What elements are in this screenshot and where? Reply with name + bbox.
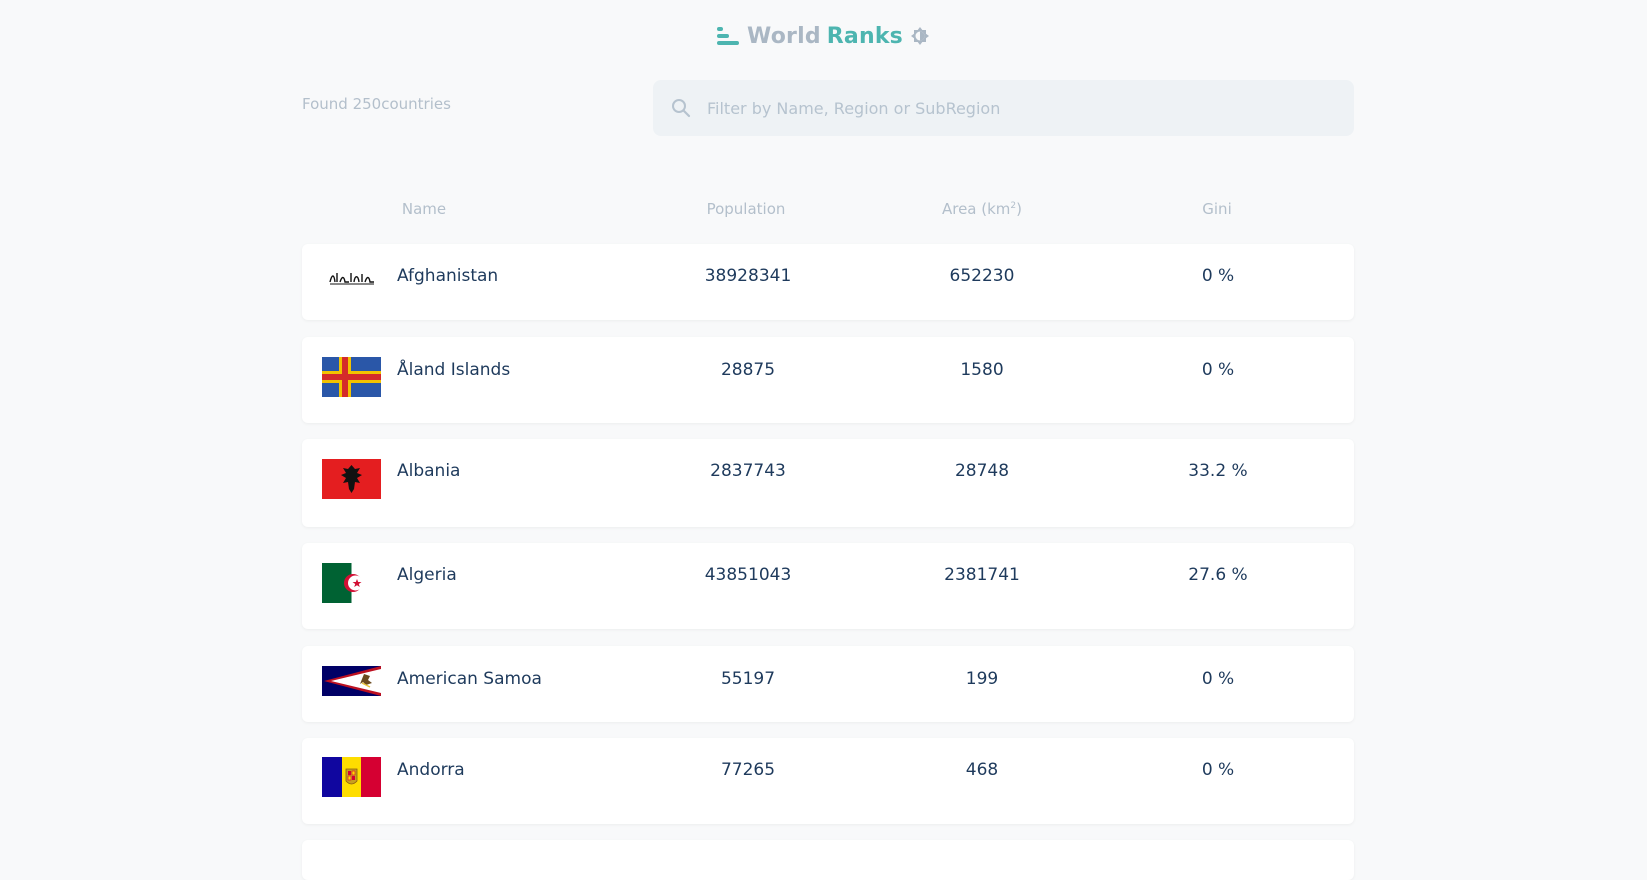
population-value: 28875 (720, 360, 776, 380)
column-header-gini[interactable]: Gini (1202, 200, 1232, 218)
bars-logo-icon (717, 27, 740, 45)
country-name: American Samoa (397, 669, 542, 689)
app-title-world: World (747, 23, 821, 49)
gini-value: 0 % (1201, 669, 1235, 689)
country-name: Albania (397, 461, 461, 481)
population-value: 2837743 (710, 461, 786, 481)
column-header-area-close: ) (1016, 200, 1023, 218)
search-box[interactable] (653, 80, 1354, 136)
table-row[interactable]: Andorra 77265 468 0 % (302, 738, 1354, 824)
table-row[interactable]: Afghanistan 38928341 652230 0 % (302, 244, 1354, 320)
gini-value: 0 % (1201, 266, 1235, 286)
column-header-population[interactable]: Population (706, 200, 786, 218)
flag-andorra-icon (322, 757, 381, 797)
area-value: 2381741 (944, 565, 1020, 585)
results-count: Found 250countries (302, 95, 451, 113)
flag-algeria-icon (322, 563, 381, 603)
gini-value: 0 % (1201, 760, 1235, 780)
table-row[interactable]: Algeria 43851043 2381741 27.6 % (302, 543, 1354, 629)
area-value: 199 (965, 669, 999, 689)
area-value: 652230 (949, 266, 1015, 286)
table-row[interactable] (302, 840, 1354, 880)
table-row[interactable]: Albania 2837743 28748 33.2 % (302, 439, 1354, 527)
gini-value: 0 % (1201, 360, 1235, 380)
column-header-name[interactable]: Name (401, 200, 447, 218)
search-icon (672, 99, 691, 118)
column-header-area-label: Area (km (941, 200, 1011, 218)
flag-aland-islands-icon (322, 357, 381, 397)
column-header-area[interactable]: Area (km2) (942, 200, 1022, 218)
brightness-icon[interactable] (910, 26, 930, 46)
app-title-ranks: Ranks (826, 23, 903, 49)
gini-value: 33.2 % (1188, 461, 1248, 481)
app-header: World Ranks (0, 20, 1647, 52)
country-name: Andorra (397, 760, 465, 780)
country-name: Algeria (397, 565, 457, 585)
flag-afghanistan-icon (322, 268, 381, 288)
country-name: Afghanistan (397, 266, 499, 286)
population-value: 55197 (720, 669, 776, 689)
population-value: 77265 (720, 760, 776, 780)
flag-american-samoa-icon (322, 666, 381, 696)
area-value: 28748 (954, 461, 1010, 481)
gini-value: 27.6 % (1188, 565, 1248, 585)
population-value: 38928341 (704, 266, 792, 286)
area-value: 468 (965, 760, 999, 780)
flag-albania-icon (322, 459, 381, 499)
search-input[interactable] (705, 97, 1329, 119)
country-name: Åland Islands (397, 360, 511, 380)
area-value: 1580 (960, 360, 1004, 380)
table-row[interactable]: American Samoa 55197 199 0 % (302, 646, 1354, 722)
table-row[interactable]: Åland Islands 28875 1580 0 % (302, 337, 1354, 423)
population-value: 43851043 (704, 565, 792, 585)
column-header-area-sup: 2 (1010, 201, 1017, 211)
